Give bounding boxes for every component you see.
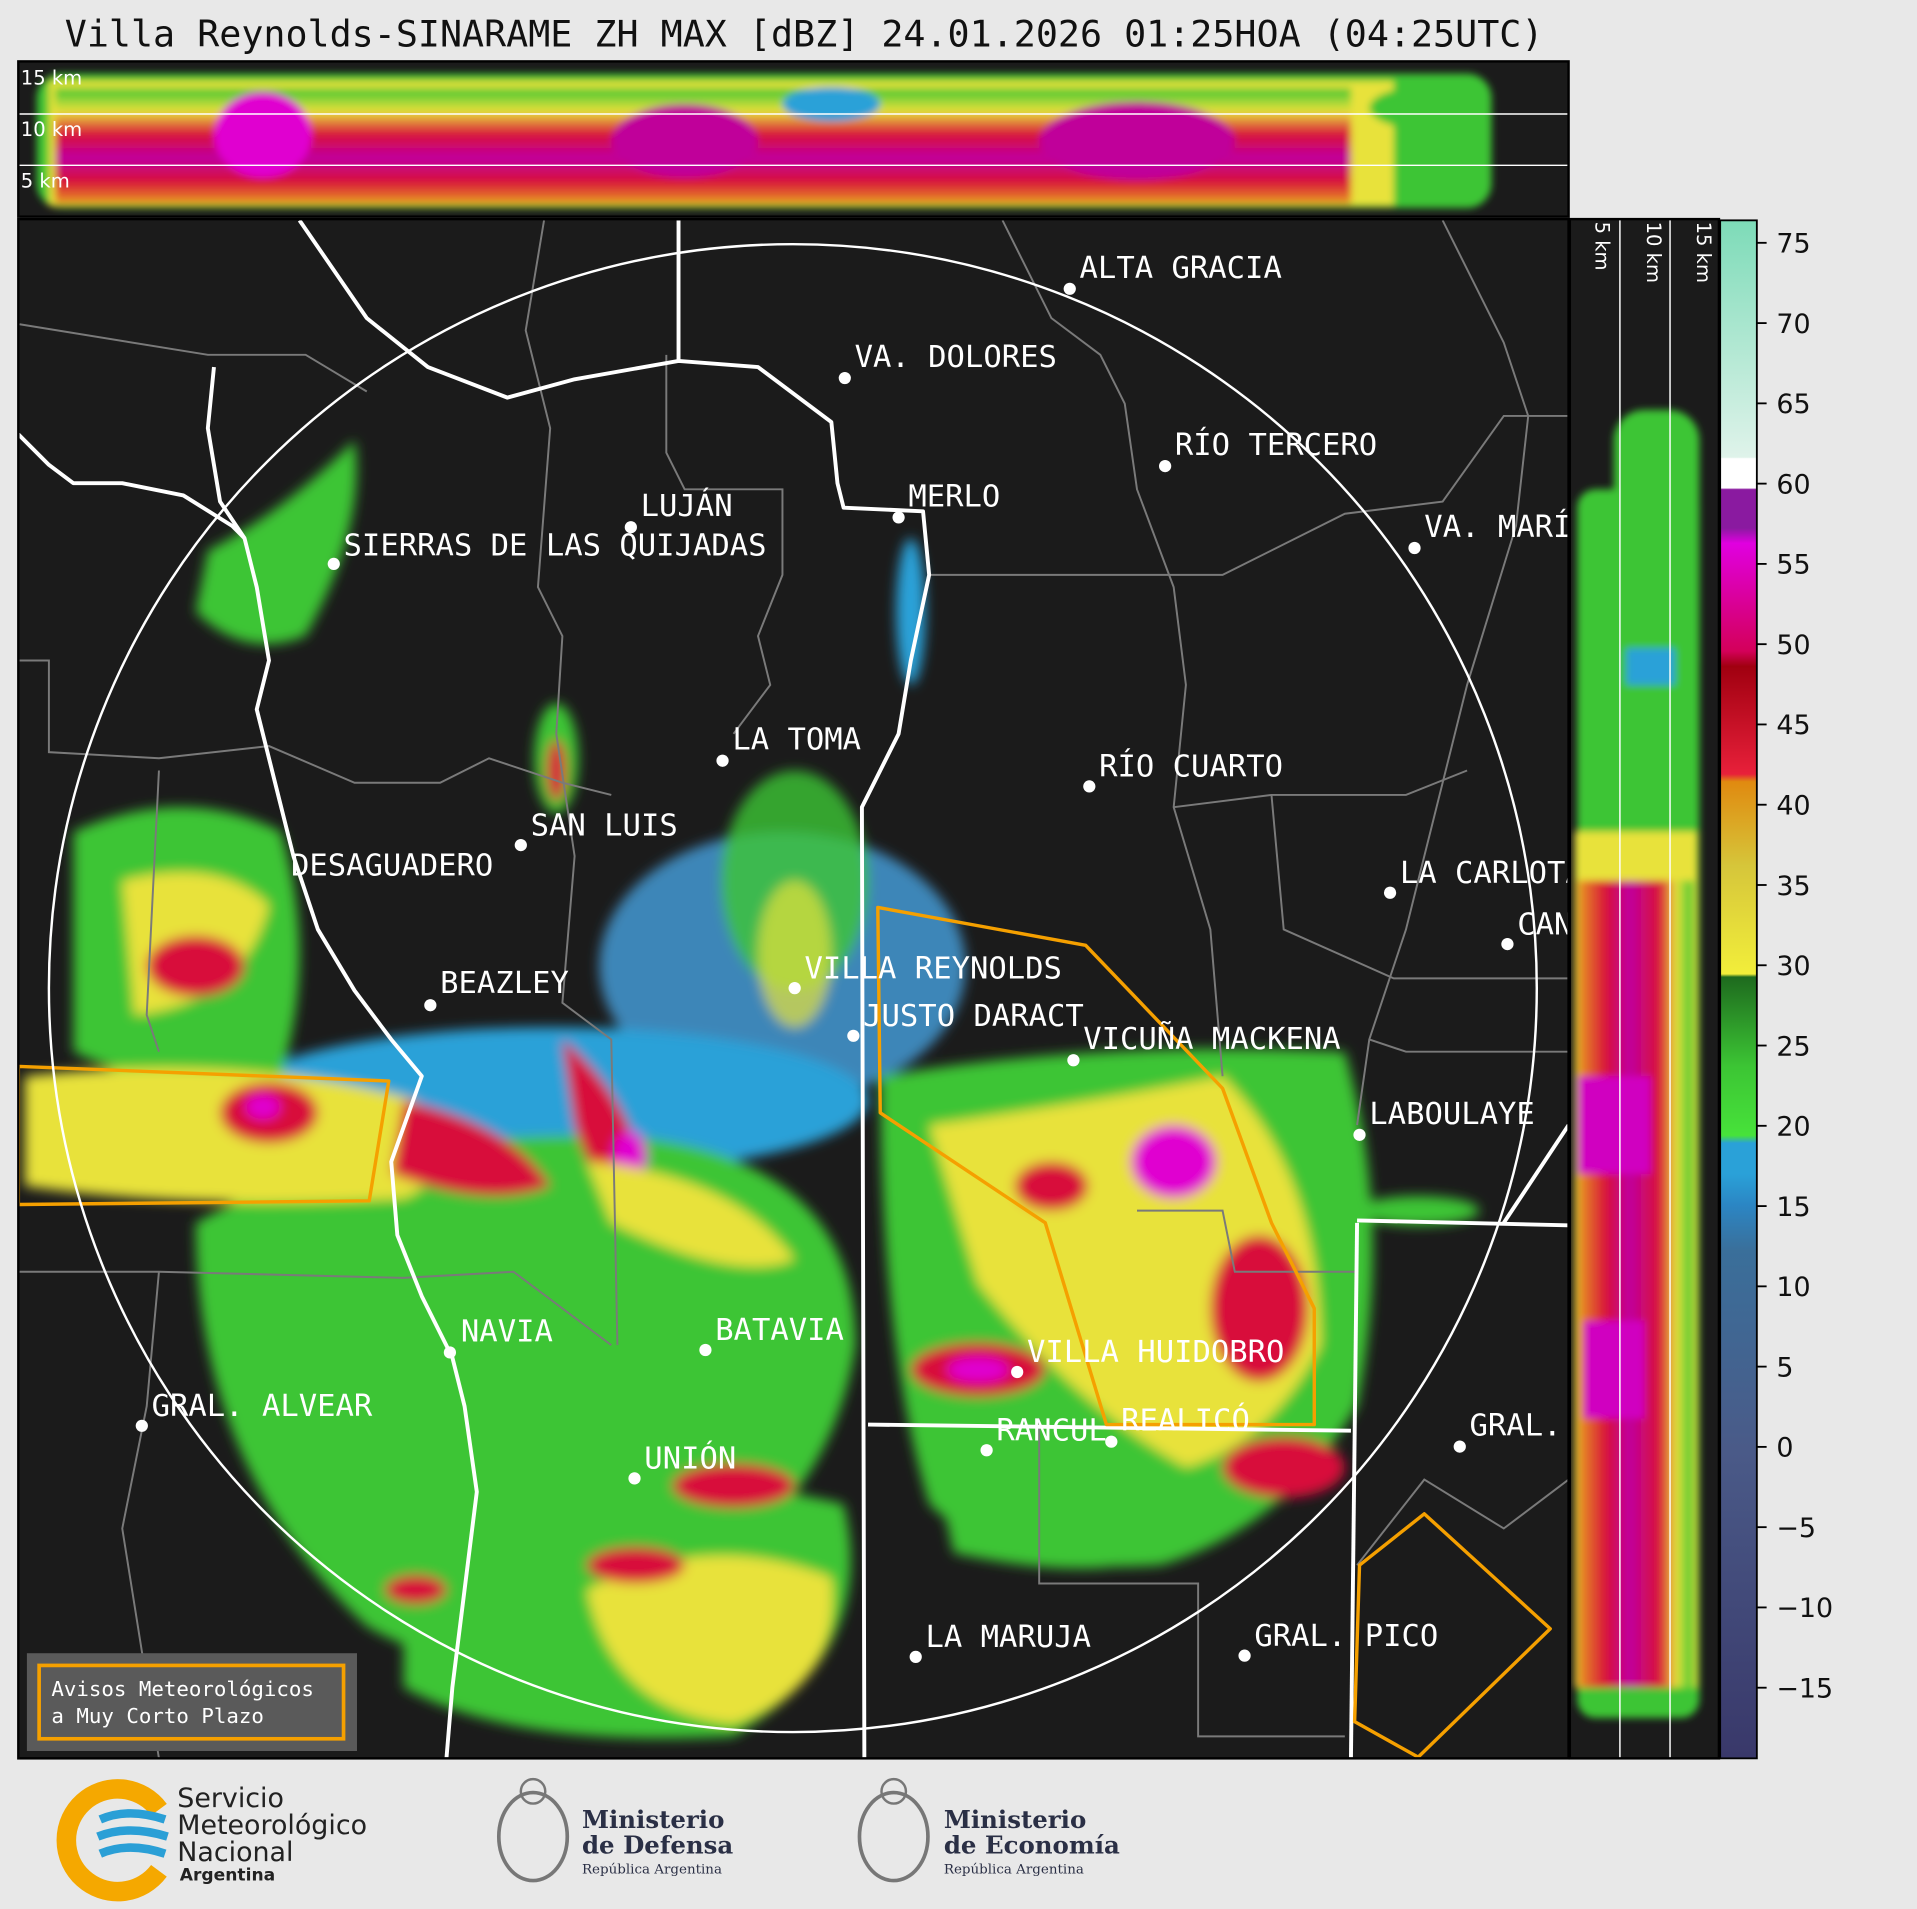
warning-areas bbox=[19, 905, 1552, 1758]
height-label: 10 km bbox=[21, 118, 82, 141]
cities: ALTA GRACIA VA. DOLORES RÍO TERCERO LUJÁ… bbox=[135, 251, 1584, 1663]
city-label: JUSTO DARACT bbox=[863, 999, 1084, 1034]
logo-text: de Defensa bbox=[582, 1831, 733, 1860]
legend-text: Avisos Meteorológicos bbox=[51, 1677, 314, 1701]
city-label: REALICÓ bbox=[1121, 1402, 1250, 1439]
city-label: GRAL. ALVEAR bbox=[152, 1389, 373, 1424]
economia-logo: Ministerio de Economía República Argenti… bbox=[857, 1777, 1120, 1883]
city-label: SAN LUIS bbox=[531, 808, 678, 843]
colorbar-tick-label: 15 bbox=[1776, 1192, 1810, 1223]
colorbar-tick-label: −5 bbox=[1776, 1513, 1816, 1544]
colorbar-tick-label: 40 bbox=[1776, 790, 1810, 821]
height-label: 5 km bbox=[21, 169, 70, 192]
defensa-logo: Ministerio de Defensa República Argentin… bbox=[496, 1777, 733, 1883]
colorbar-tick-label: 35 bbox=[1776, 871, 1810, 902]
logo-text: Meteorológico bbox=[177, 1810, 367, 1841]
top-cross-section: 15 km 10 km 5 km bbox=[17, 60, 1570, 218]
colorbar-tick-label: 65 bbox=[1776, 389, 1810, 420]
footer: Servicio Meteorológico Nacional Argentin… bbox=[56, 1777, 1120, 1902]
colorbar-tick-label: 0 bbox=[1776, 1433, 1793, 1464]
radar-echoes bbox=[24, 440, 1480, 1739]
colorbar-tick-label: 30 bbox=[1776, 951, 1810, 982]
colorbar-tick-label: 60 bbox=[1776, 469, 1810, 500]
title: Villa Reynolds-SINARAME ZH MAX [dBZ] 24.… bbox=[65, 13, 1544, 56]
colorbar-tick-label: −15 bbox=[1776, 1673, 1833, 1704]
colorbar-tick-label: 70 bbox=[1776, 309, 1810, 340]
city-label: VA. MARÍ bbox=[1424, 509, 1571, 545]
colorbar-tick-label: 45 bbox=[1776, 710, 1810, 741]
map: ALTA GRACIA VA. DOLORES RÍO TERCERO LUJÁ… bbox=[17, 217, 1584, 1760]
legend-box: Avisos Meteorológicos a Muy Corto Plazo bbox=[26, 1653, 357, 1752]
city-label: LUJÁN bbox=[641, 488, 733, 524]
smn-logo: Servicio Meteorológico Nacional Argentin… bbox=[56, 1779, 367, 1902]
colorbar-tick-label: 25 bbox=[1776, 1031, 1810, 1062]
logo-text: República Argentina bbox=[582, 1862, 722, 1877]
colorbar-tick-label: −10 bbox=[1776, 1593, 1833, 1624]
height-label: 10 km bbox=[1642, 222, 1665, 283]
height-label: 15 km bbox=[21, 67, 82, 90]
department-borders bbox=[19, 220, 1568, 1758]
range-ring bbox=[47, 242, 1539, 1734]
colorbar-tick-label: 20 bbox=[1776, 1112, 1810, 1143]
city-label: LA TOMA bbox=[732, 723, 861, 758]
city-label: ALTA GRACIA bbox=[1080, 251, 1282, 286]
logo-text: República Argentina bbox=[944, 1862, 1084, 1877]
province-borders bbox=[19, 220, 1568, 1758]
city-label: RÍO TERCERO bbox=[1175, 427, 1377, 463]
city-label: LABOULAYE bbox=[1369, 1097, 1535, 1132]
city-label: VILLA HUIDOBRO bbox=[1027, 1335, 1284, 1370]
city-label: VICUÑA MACKENA bbox=[1083, 1021, 1340, 1057]
city-label: VA. DOLORES bbox=[855, 340, 1057, 375]
city-label: UNIÓN bbox=[644, 1440, 736, 1477]
city-label: LA MARUJA bbox=[925, 1620, 1091, 1655]
city-label: BATAVIA bbox=[715, 1313, 844, 1348]
logo-text: Nacional bbox=[177, 1837, 293, 1868]
city-label: RANCUL bbox=[996, 1413, 1106, 1448]
height-label: 15 km bbox=[1692, 222, 1715, 283]
colorbar-tick-label: 55 bbox=[1776, 550, 1810, 581]
logo-text: Ministerio bbox=[944, 1805, 1086, 1834]
legend-text: a Muy Corto Plazo bbox=[51, 1704, 264, 1728]
colorbar-tick-label: 5 bbox=[1776, 1352, 1793, 1383]
colorbar-tick-label: 75 bbox=[1776, 229, 1810, 260]
logo-text: Argentina bbox=[180, 1866, 275, 1886]
logo-text: de Economía bbox=[944, 1831, 1120, 1860]
logo-text: Ministerio bbox=[582, 1805, 724, 1834]
colorbar-tick-label: 10 bbox=[1776, 1272, 1810, 1303]
city-label: GRAL. PICO bbox=[1254, 1619, 1438, 1654]
colorbar-tick-label: 50 bbox=[1776, 630, 1810, 661]
logo-text: Servicio bbox=[177, 1783, 284, 1814]
city-label: RÍO CUARTO bbox=[1099, 749, 1283, 785]
city-label: BEAZLEY bbox=[440, 966, 569, 1001]
side-cross-section: 5 km 10 km 15 km bbox=[1568, 217, 1721, 1760]
city-label: SIERRAS DE LAS QUIJADAS bbox=[344, 528, 767, 563]
city-label: GRAL. bbox=[1470, 1409, 1562, 1444]
city-label: LA CARLOTA bbox=[1400, 856, 1584, 891]
height-label: 5 km bbox=[1590, 222, 1613, 271]
city-label: NAVIA bbox=[461, 1314, 553, 1349]
city-label: MERLO bbox=[908, 479, 1000, 514]
city-label: DESAGUADERO bbox=[291, 849, 493, 884]
city-label: CAN bbox=[1517, 907, 1572, 942]
city-label: VILLA REYNOLDS bbox=[804, 951, 1061, 986]
